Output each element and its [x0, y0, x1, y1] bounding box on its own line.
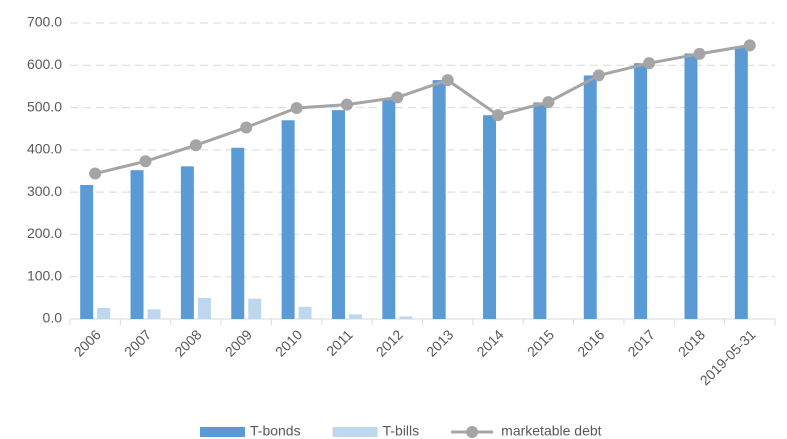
bar: [197, 297, 211, 319]
x-tick-label: 2016: [574, 326, 607, 359]
legend-swatch: [200, 427, 245, 437]
bar: [634, 63, 648, 319]
legend-swatch: [332, 427, 378, 437]
y-tick-label: 600.0: [27, 56, 62, 72]
x-tick-label: 2008: [171, 326, 204, 359]
bar: [684, 53, 698, 320]
line-marker: [592, 69, 605, 82]
line-marker: [189, 139, 202, 152]
line-marker: [240, 121, 253, 134]
x-tick-label: 2017: [625, 326, 658, 359]
line-marker: [89, 167, 102, 180]
bar: [130, 170, 144, 319]
bar: [533, 102, 547, 319]
line-marker: [743, 39, 756, 52]
legend-label: T-bills: [383, 423, 420, 439]
x-tick-label: 2018: [675, 326, 708, 359]
y-tick-label: 200.0: [27, 225, 62, 241]
bar: [80, 184, 94, 319]
line: [94, 43, 751, 175]
y-tick-label: 700.0: [27, 14, 62, 30]
bar: [180, 166, 194, 319]
bar: [331, 110, 345, 319]
y-tick-label: 0.0: [43, 310, 63, 326]
legend-label: marketable debt: [501, 423, 602, 439]
line-marker: [340, 98, 353, 111]
x-tick-label: 2009: [222, 326, 255, 359]
legend-marker: [466, 426, 479, 438]
bar: [298, 306, 312, 319]
line-marker: [492, 109, 505, 122]
line-marker: [693, 47, 706, 60]
x-tick-label: 2007: [121, 326, 154, 359]
bar: [399, 316, 413, 319]
bar: [248, 298, 262, 319]
x-tick-label: 2015: [524, 326, 557, 359]
x-tick-label: 2014: [473, 326, 506, 359]
y-tick-label: 500.0: [27, 98, 62, 114]
line-marker: [391, 91, 404, 104]
bar: [281, 120, 295, 319]
x-tick-label: 2011: [323, 326, 356, 359]
y-tick-label: 100.0: [27, 267, 62, 283]
bar: [231, 147, 245, 319]
bar: [97, 308, 111, 319]
bar: [382, 99, 396, 320]
y-tick-label: 300.0: [27, 183, 62, 199]
line-marker: [542, 96, 555, 109]
bar: [147, 309, 161, 319]
line-marker: [290, 101, 303, 114]
bar: [483, 115, 497, 319]
line-marker: [643, 57, 656, 70]
bar: [348, 314, 362, 319]
x-tick-label: 2013: [423, 326, 456, 359]
x-tick-label: 2006: [71, 326, 104, 359]
bar: [432, 80, 446, 319]
bar: [734, 46, 748, 319]
legend-label: T-bonds: [250, 423, 301, 439]
line-marker: [139, 155, 152, 168]
x-tick-label: 2010: [272, 326, 305, 359]
y-tick-label: 400.0: [27, 141, 62, 157]
bar: [583, 75, 597, 319]
x-tick-label: 2012: [373, 326, 406, 359]
line-marker: [441, 74, 454, 87]
